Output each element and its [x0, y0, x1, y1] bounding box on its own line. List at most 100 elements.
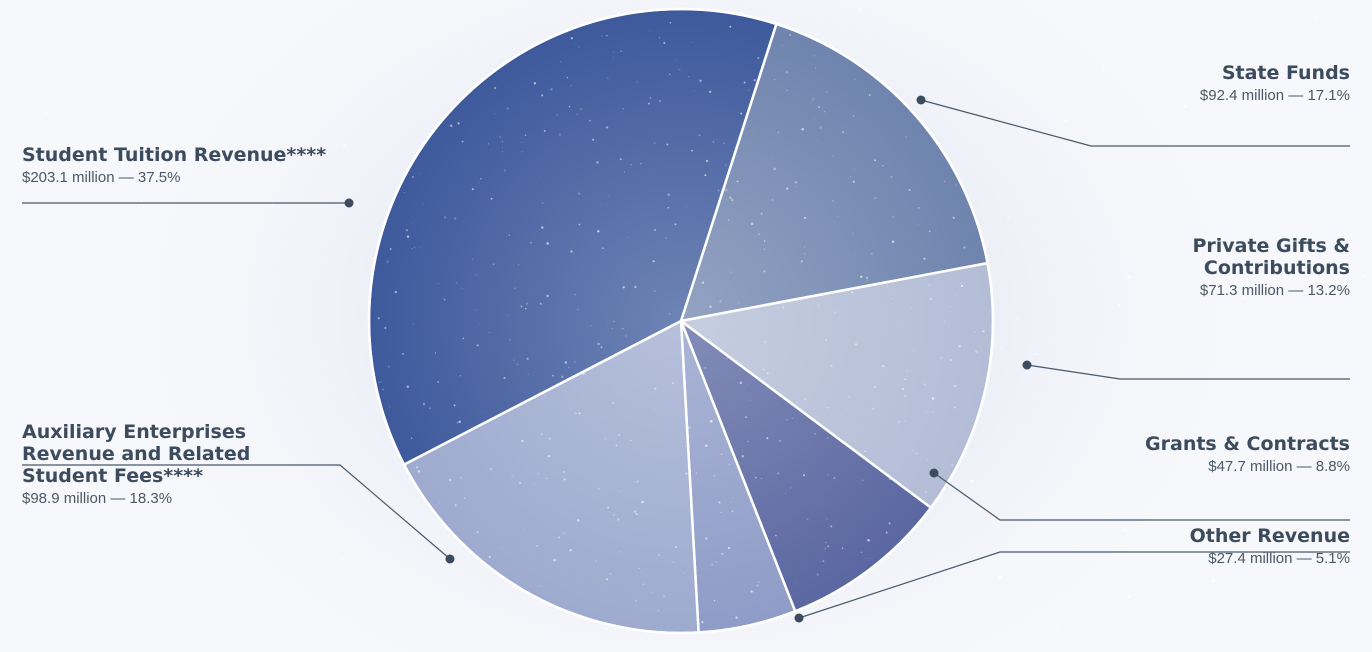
pie-speckle — [763, 248, 766, 250]
backdrop-star — [993, 585, 994, 586]
pie-speckle — [607, 195, 609, 197]
pie-speckle — [827, 545, 830, 548]
pie-speckle — [615, 444, 618, 447]
backdrop-star — [962, 477, 965, 480]
pie-speckle — [862, 386, 863, 388]
pie-speckle — [429, 407, 432, 410]
pie-speckle — [573, 390, 574, 392]
backdrop-star — [873, 600, 875, 602]
pie-speckle — [848, 425, 850, 427]
pie-speckle — [851, 291, 854, 294]
pie-speckle — [501, 140, 504, 143]
pie-speckle — [653, 142, 656, 145]
backdrop-star — [1210, 560, 1214, 564]
pie-speckle — [951, 464, 954, 467]
backdrop-star — [0, 599, 1, 601]
pie-speckle — [953, 384, 957, 388]
pie-speckle — [394, 290, 398, 294]
pie-speckle — [388, 365, 390, 368]
pie-speckle — [742, 450, 744, 452]
pie-speckle — [753, 612, 754, 614]
pie-speckle — [576, 519, 580, 522]
pie-speckle — [806, 518, 809, 521]
backdrop-star — [1289, 565, 1293, 569]
backdrop-star — [103, 0, 106, 3]
slice-name-auxiliary-line3: Student Fees**** — [22, 465, 204, 487]
backdrop-star — [1034, 352, 1038, 356]
backdrop-star — [343, 144, 346, 147]
pie-speckle — [763, 132, 765, 134]
pie-speckle — [747, 440, 749, 442]
pie-speckle — [974, 331, 976, 333]
backdrop-star — [109, 70, 111, 72]
pie-speckle — [651, 592, 653, 594]
pie-rim — [367, 7, 995, 635]
pie-speckle — [663, 595, 666, 598]
pie-speckle — [782, 306, 785, 309]
backdrop-star — [171, 33, 173, 35]
backdrop-star — [211, 33, 214, 36]
pie-speckle — [382, 388, 384, 391]
pie-speckle — [524, 134, 527, 137]
pie-speckle — [960, 284, 964, 288]
pie-speckle — [717, 189, 720, 192]
pie-speckle — [476, 344, 479, 347]
pie-speckle — [915, 452, 918, 455]
pie-speckle — [389, 247, 392, 251]
pie-speckle — [691, 41, 693, 43]
pie-speckle — [755, 476, 757, 479]
leader-line — [933, 472, 1350, 521]
pie-speckle — [406, 385, 410, 388]
pie-speckle — [708, 90, 712, 94]
pie-speckle — [814, 118, 815, 120]
pie-speckle — [728, 463, 731, 466]
pie-speckle — [791, 417, 793, 420]
pie-speckle — [822, 560, 825, 563]
pie-speckle — [814, 67, 817, 69]
pie-speckle — [544, 395, 546, 397]
pie-speckle — [753, 79, 756, 82]
pie-speckle — [441, 223, 443, 225]
pie-speckle — [814, 55, 816, 57]
pie-speckle — [789, 487, 792, 489]
pie-speckle — [461, 140, 464, 143]
pie-speckle — [830, 364, 833, 367]
pie-speckle — [849, 176, 852, 178]
pie-speckle — [506, 314, 508, 316]
pie-speckle — [906, 369, 908, 372]
pie-speckle — [630, 163, 632, 166]
pie-speckle — [649, 96, 652, 99]
backdrop-star — [340, 557, 344, 561]
pie-speckle — [842, 442, 845, 445]
pie-speckle — [654, 387, 657, 390]
backdrop-star — [1287, 257, 1291, 260]
pie-speckle — [450, 124, 453, 127]
pie-speckle — [854, 78, 856, 81]
pie-speckle — [712, 141, 715, 143]
pie-speckle — [825, 541, 827, 544]
backdrop-star — [124, 412, 127, 415]
pie-speckle — [725, 188, 728, 192]
pie-speckle — [602, 247, 604, 249]
pie-speckle — [550, 88, 553, 91]
pie-speckle — [539, 585, 542, 587]
pie-speckle — [860, 551, 863, 553]
pie-speckle — [710, 241, 712, 243]
pie-speckle — [560, 61, 561, 62]
pie-speckle — [826, 518, 828, 520]
pie-speckle — [592, 138, 595, 141]
pie-speckle — [745, 416, 748, 419]
pie-speckle — [701, 281, 705, 284]
pie-speckle — [930, 297, 932, 300]
pie-speckle — [675, 59, 677, 61]
pie-speckle — [573, 361, 576, 363]
pie-speckle — [411, 222, 413, 224]
pie-speckle — [575, 43, 577, 45]
pie-speckle — [830, 454, 832, 455]
pie-speckle — [882, 165, 884, 167]
pie-speckle — [891, 240, 895, 243]
pie-speckle — [725, 198, 727, 200]
pie-speckle — [757, 581, 761, 584]
backdrop-star — [1148, 216, 1150, 218]
pie-speckle — [861, 479, 864, 482]
